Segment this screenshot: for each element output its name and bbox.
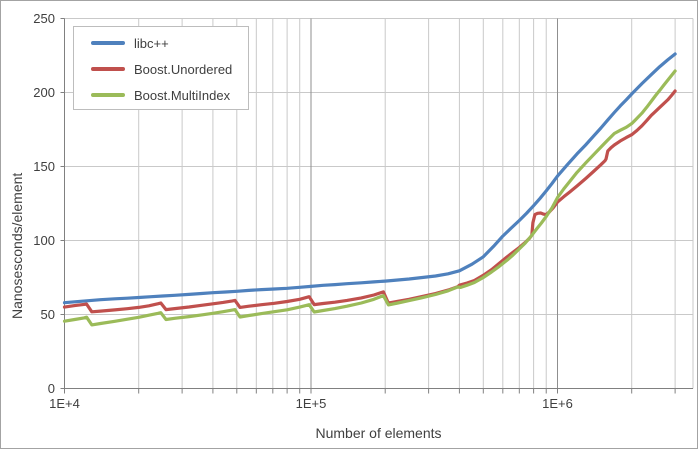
- x-axis-title: Number of elements: [315, 425, 442, 441]
- x-tick-label: 1E+4: [49, 396, 80, 411]
- y-tick-label: 100: [33, 232, 55, 248]
- legend-label: Boost.Unordered: [134, 61, 233, 77]
- x-tick-label: 1E+5: [295, 396, 327, 411]
- legend-label: libc++: [134, 35, 169, 51]
- series-line-Boost.Unordered: [62, 89, 677, 314]
- legend-item: Boost.MultiIndex: [74, 82, 248, 108]
- x-tick-label: 1E+6: [542, 396, 573, 411]
- legend-item: Boost.Unordered: [74, 56, 248, 82]
- legend-label: Boost.MultiIndex: [134, 87, 231, 103]
- legend-line-swatch: [91, 67, 125, 71]
- y-axis-title: Nanosesconds/element: [9, 172, 25, 319]
- y-tick-label: 200: [33, 84, 55, 100]
- y-tick-label: 50: [40, 306, 55, 322]
- legend-line-swatch: [91, 93, 125, 97]
- legend-line-swatch: [91, 41, 125, 45]
- series-line-Boost.MultiIndex: [62, 69, 677, 327]
- legend-item: libc++: [74, 30, 248, 56]
- legend: libc++ Boost.Unordered Boost.MultiIndex: [73, 26, 249, 110]
- y-tick-label: 250: [33, 10, 55, 26]
- series-line-libc++: [62, 52, 677, 305]
- y-tick-label: 150: [33, 158, 55, 174]
- y-tick-label: 0: [47, 380, 55, 396]
